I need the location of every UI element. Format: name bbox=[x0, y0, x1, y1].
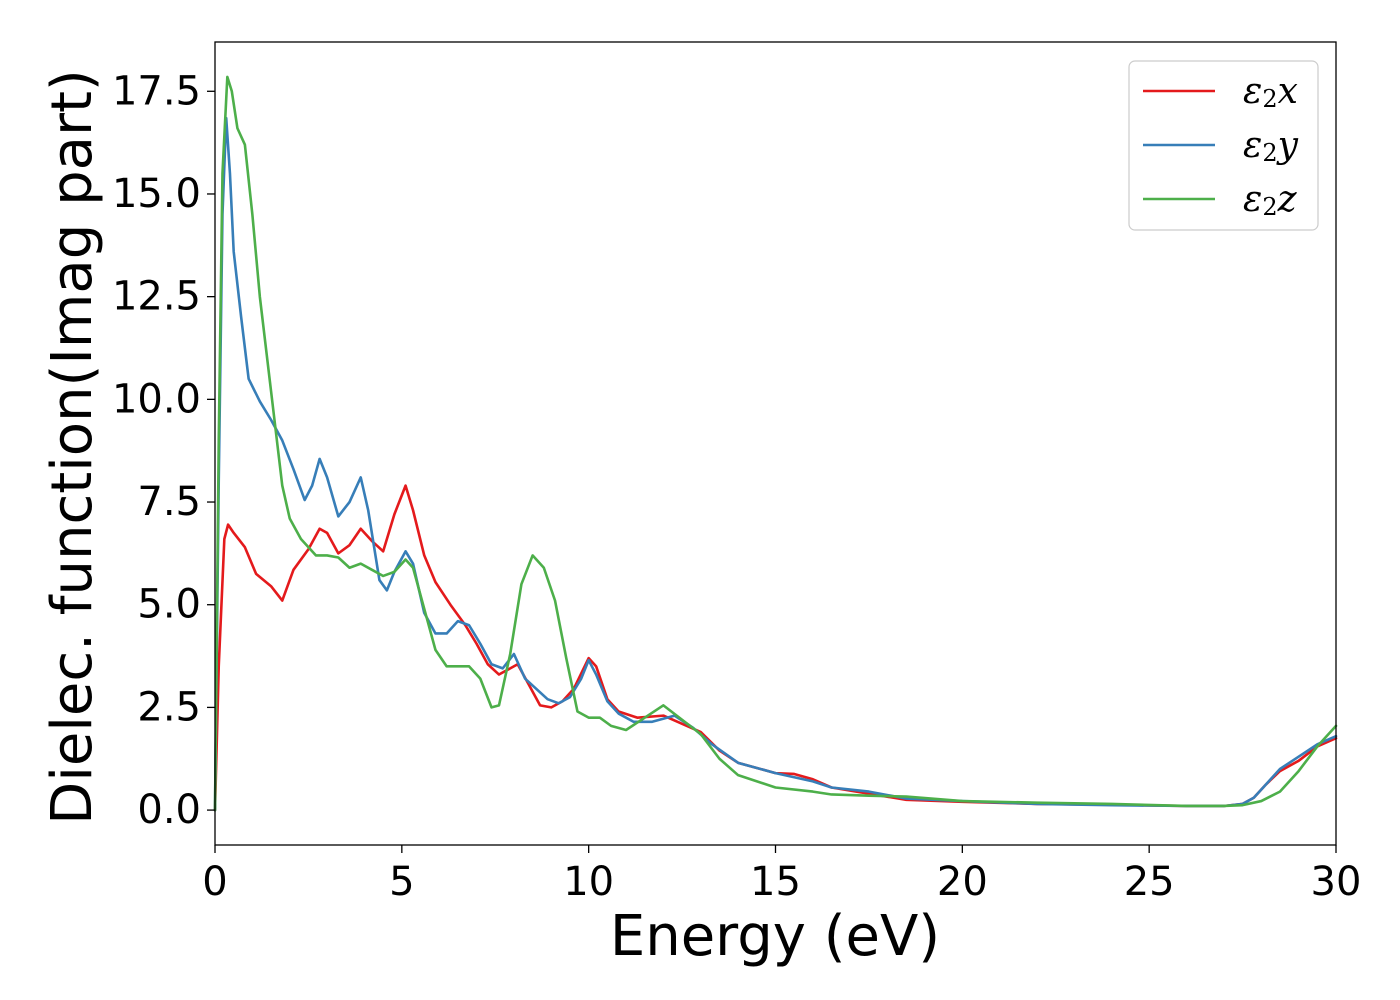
legend-label-x: ε2x bbox=[1243, 71, 1298, 114]
x-tick-label: 15 bbox=[750, 859, 801, 905]
y-tick-label: 10.0 bbox=[112, 376, 201, 422]
x-tick-label: 20 bbox=[937, 859, 988, 905]
x-axis-title: Energy (eV) bbox=[610, 904, 940, 969]
legend-entries: ε2x ε2y ε2z bbox=[1143, 71, 1299, 222]
x-tick-label: 10 bbox=[563, 859, 614, 905]
y-axis: 0.0 2.5 5.0 7.5 10.0 12.5 15.0 17.5 bbox=[112, 68, 215, 833]
y-tick-label: 0.0 bbox=[137, 787, 201, 833]
series-layer bbox=[213, 75, 1338, 812]
x-tick-label: 5 bbox=[389, 859, 414, 905]
x-tick-label: 0 bbox=[202, 859, 227, 905]
y-tick-label: 17.5 bbox=[112, 68, 201, 114]
legend: ε2x ε2y ε2z bbox=[1128, 60, 1319, 231]
y-tick-label: 7.5 bbox=[137, 479, 201, 525]
legend-box bbox=[1128, 60, 1319, 231]
x-tick-label: 30 bbox=[1311, 859, 1362, 905]
x-axis: 0 5 10 15 20 25 30 bbox=[202, 845, 1361, 905]
series-line-z bbox=[213, 75, 1338, 812]
legend-label-z: ε2z bbox=[1243, 179, 1298, 222]
y-tick-label: 2.5 bbox=[137, 684, 201, 730]
legend-label-y: ε2y bbox=[1243, 125, 1299, 168]
x-tick-label: 25 bbox=[1124, 859, 1175, 905]
y-axis-title: Dielec. function(Imag part) bbox=[40, 69, 105, 825]
y-tick-label: 12.5 bbox=[112, 274, 201, 320]
y-tick-label: 15.0 bbox=[112, 171, 201, 217]
y-tick-label: 5.0 bbox=[137, 582, 201, 628]
